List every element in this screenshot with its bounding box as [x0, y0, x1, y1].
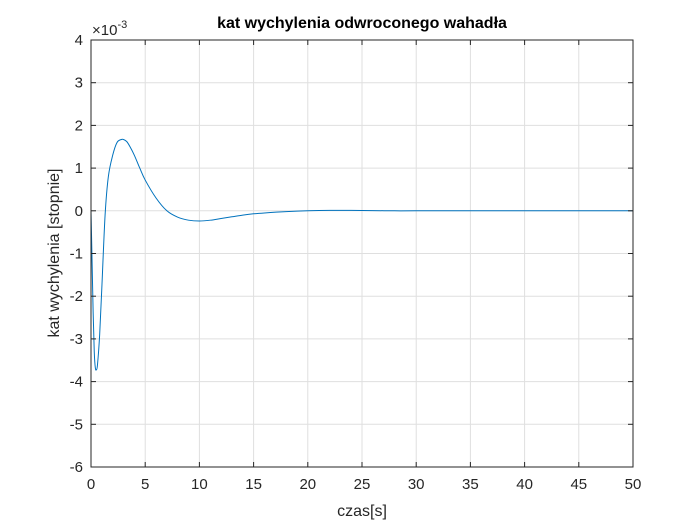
y-tick-label: -3 — [70, 331, 83, 348]
series-line — [90, 138, 633, 371]
x-tick-labels: 0 5 10 15 20 25 30 35 40 45 50 — [87, 476, 642, 493]
tick-marks — [90, 39, 634, 468]
y-tick-label: -5 — [70, 416, 83, 433]
x-tick-label: 30 — [408, 476, 425, 493]
x-tick-label: 20 — [299, 476, 316, 493]
x-tick-label: 40 — [516, 476, 533, 493]
y-tick-label: 3 — [75, 75, 83, 92]
y-tick-label: 1 — [75, 160, 83, 177]
x-tick-label: 5 — [141, 476, 149, 493]
x-tick-label: 10 — [191, 476, 208, 493]
y-tick-label: -6 — [70, 459, 83, 476]
x-tick-label: 0 — [87, 476, 95, 493]
x-tick-label: 45 — [570, 476, 587, 493]
chart-title: kat wychylenia odwroconego wahadła — [217, 15, 507, 32]
y-tick-label: 0 — [75, 203, 83, 220]
y-tick-label: 4 — [75, 32, 83, 49]
y-exponent-base: ×10 — [92, 22, 117, 39]
x-tick-label: 50 — [625, 476, 642, 493]
x-tick-label: 35 — [462, 476, 479, 493]
y-tick-label: -4 — [70, 374, 83, 391]
y-tick-label: -2 — [70, 288, 83, 305]
y-tick-label: -1 — [70, 246, 83, 263]
x-tick-label: 15 — [245, 476, 262, 493]
y-exponent-power: -3 — [117, 19, 127, 31]
y-axis-label: kat wychylenia [stopnie] — [46, 169, 63, 338]
x-tick-label: 25 — [354, 476, 371, 493]
y-tick-labels: 4 3 2 1 0 -1 -2 -3 -4 -5 -6 — [70, 32, 83, 476]
x-axis-label: czas[s] — [337, 503, 387, 520]
y-axis-exponent: ×10-3 — [92, 19, 127, 39]
y-tick-label: 2 — [75, 117, 83, 134]
